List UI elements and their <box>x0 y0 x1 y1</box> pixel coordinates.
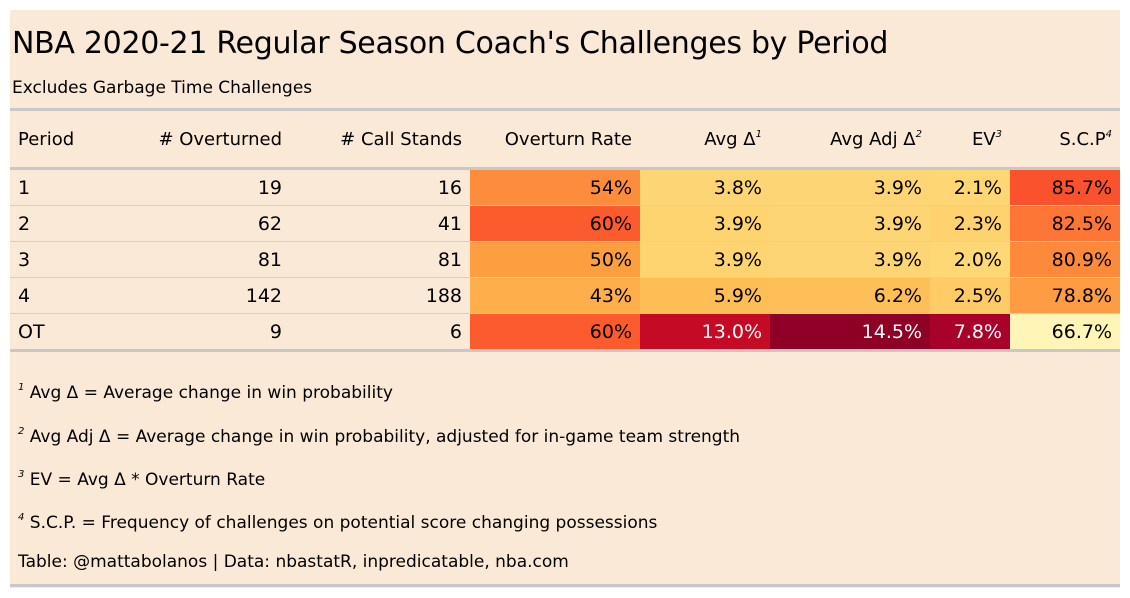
cell-call-stands: 6 <box>290 313 470 352</box>
footnote-3: 3 EV = Avg Δ * Overturn Rate <box>18 469 266 490</box>
bottom-rule <box>10 584 1120 587</box>
footnote-4: 4 S.C.P. = Frequency of challenges on po… <box>18 512 658 533</box>
table-body: 1 19 16 54% 3.8% 3.9% 2.1% 85.7% 2 62 41 60% 3.9% 3.9… <box>10 168 1120 352</box>
column-header-ev: EV3 <box>930 108 1010 170</box>
table-row: OT 9 6 60% 13.0% 14.5% 7.8% 66.7% <box>10 313 1120 352</box>
cell-period: 3 <box>10 241 110 278</box>
footnote-2: 2 Avg Adj Δ = Average change in win prob… <box>18 426 741 447</box>
cell-ev: 2.0% <box>930 241 1010 278</box>
cell-scp: 66.7% <box>1010 313 1120 352</box>
cell-scp: 85.7% <box>1010 168 1120 206</box>
footnote-1: 1 Avg Δ = Average change in win probabil… <box>18 382 393 403</box>
cell-avg-adj-delta: 14.5% <box>770 313 930 352</box>
cell-avg-adj-delta: 3.9% <box>770 168 930 206</box>
cell-period: 4 <box>10 277 110 314</box>
cell-avg-delta: 13.0% <box>640 313 770 352</box>
column-header-overturn-rate: Overturn Rate <box>470 108 640 170</box>
cell-avg-adj-delta: 6.2% <box>770 277 930 314</box>
cell-ev: 7.8% <box>930 313 1010 352</box>
cell-period: 2 <box>10 205 110 242</box>
column-header-period: Period <box>10 108 110 170</box>
column-header-scp: S.C.P4 <box>1010 108 1120 170</box>
footnote-marker: 1 <box>755 128 762 140</box>
cell-avg-delta: 3.8% <box>640 168 770 206</box>
data-table: Period # Overturned # Call Stands Overtu… <box>10 108 1120 352</box>
footnote-marker: 2 <box>915 128 922 140</box>
column-header-overturned: # Overturned <box>110 108 290 170</box>
cell-scp: 78.8% <box>1010 277 1120 314</box>
chart-subtitle: Excludes Garbage Time Challenges <box>12 78 313 98</box>
cell-overturned: 81 <box>110 241 290 278</box>
cell-call-stands: 81 <box>290 241 470 278</box>
cell-overturned: 19 <box>110 168 290 206</box>
cell-avg-delta: 3.9% <box>640 241 770 278</box>
cell-call-stands: 41 <box>290 205 470 242</box>
cell-overturned: 9 <box>110 313 290 352</box>
table-row: 1 19 16 54% 3.8% 3.9% 2.1% 85.7% <box>10 168 1120 206</box>
table-row: 4 142 188 43% 5.9% 6.2% 2.5% 78.8% <box>10 277 1120 314</box>
cell-avg-delta: 3.9% <box>640 205 770 242</box>
cell-overturn-rate: 60% <box>470 313 640 352</box>
cell-ev: 2.5% <box>930 277 1010 314</box>
cell-overturn-rate: 54% <box>470 168 640 206</box>
chart-panel: NBA 2020-21 Regular Season Coach's Chall… <box>10 10 1120 588</box>
table-row: 3 81 81 50% 3.9% 3.9% 2.0% 80.9% <box>10 241 1120 278</box>
cell-ev: 2.3% <box>930 205 1010 242</box>
cell-call-stands: 188 <box>290 277 470 314</box>
cell-period: OT <box>10 313 110 352</box>
cell-scp: 82.5% <box>1010 205 1120 242</box>
cell-overturn-rate: 43% <box>470 277 640 314</box>
table-row: 2 62 41 60% 3.9% 3.9% 2.3% 82.5% <box>10 205 1120 242</box>
header-row: Period # Overturned # Call Stands Overtu… <box>10 108 1120 170</box>
column-header-call-stands: # Call Stands <box>290 108 470 170</box>
cell-overturned: 62 <box>110 205 290 242</box>
cell-avg-delta: 5.9% <box>640 277 770 314</box>
cell-overturn-rate: 50% <box>470 241 640 278</box>
cell-overturn-rate: 60% <box>470 205 640 242</box>
chart-title: NBA 2020-21 Regular Season Coach's Chall… <box>12 26 889 61</box>
cell-overturned: 142 <box>110 277 290 314</box>
cell-period: 1 <box>10 168 110 206</box>
column-header-avg-delta: Avg Δ1 <box>640 108 770 170</box>
footnote-marker: 3 <box>995 128 1002 140</box>
footnote-marker: 4 <box>1105 128 1112 140</box>
cell-avg-adj-delta: 3.9% <box>770 205 930 242</box>
cell-ev: 2.1% <box>930 168 1010 206</box>
cell-avg-adj-delta: 3.9% <box>770 241 930 278</box>
cell-scp: 80.9% <box>1010 241 1120 278</box>
column-header-avg-adj-delta: Avg Adj Δ2 <box>770 108 930 170</box>
cell-call-stands: 16 <box>290 168 470 206</box>
source-caption: Table: @mattabolanos | Data: nbastatR, i… <box>18 552 569 572</box>
